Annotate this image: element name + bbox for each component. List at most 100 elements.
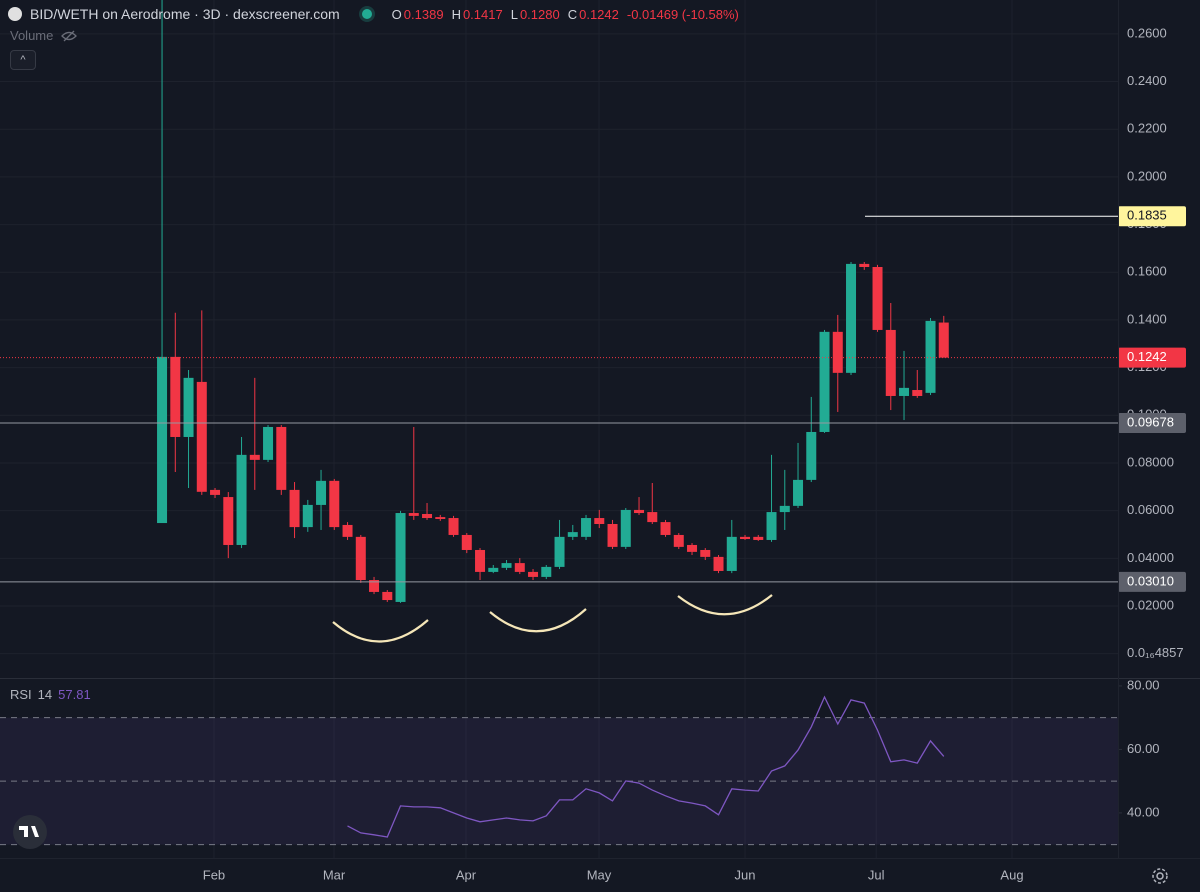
x-tick-label: May bbox=[587, 867, 612, 882]
candle-body bbox=[912, 390, 923, 396]
axes: Feb Mar Apr May Jun Jul Aug 0.0₁₆4857 0.02000 0.0… bbox=[0, 25, 1186, 882]
candle-body bbox=[316, 480, 327, 505]
price-tag bbox=[1118, 347, 1186, 368]
status-dot bbox=[361, 9, 372, 19]
ohlc-key: H bbox=[451, 6, 461, 22]
candle-body bbox=[832, 331, 843, 373]
candle-body bbox=[925, 320, 936, 393]
candle-body bbox=[581, 518, 592, 537]
price-tag-label: 0.1835 bbox=[1127, 208, 1167, 223]
candle-body bbox=[806, 431, 817, 480]
candle-body bbox=[541, 566, 552, 577]
candle-body bbox=[660, 522, 671, 535]
candle-body bbox=[554, 536, 565, 567]
x-tick-label: Jun bbox=[735, 867, 756, 882]
price-tag-label: 0.1242 bbox=[1127, 349, 1167, 364]
candle-body bbox=[223, 497, 234, 545]
rsi-pane bbox=[347, 695, 945, 838]
y-tick-label: 0.2600 bbox=[1127, 25, 1167, 40]
candle-body bbox=[276, 426, 287, 490]
candle-body bbox=[819, 331, 830, 432]
hide-icon[interactable] bbox=[61, 30, 78, 42]
candle-body bbox=[753, 536, 764, 540]
y-tick-label: 0.1400 bbox=[1127, 311, 1167, 326]
price-tag bbox=[1118, 571, 1186, 592]
candle-body bbox=[289, 489, 300, 528]
candle-body bbox=[196, 381, 207, 492]
x-tick-label: Mar bbox=[323, 867, 346, 882]
ohlc-value: 0.1389 bbox=[403, 6, 444, 22]
ohlc-value: 0.1417 bbox=[462, 6, 503, 22]
x-tick-label: Aug bbox=[1000, 867, 1023, 882]
candle-body bbox=[342, 524, 353, 537]
rsi-title: RSI bbox=[10, 687, 32, 702]
rounded-bottom bbox=[332, 619, 429, 643]
ohlc-key: C bbox=[567, 6, 578, 22]
candle-body bbox=[859, 263, 870, 268]
candle-body bbox=[793, 479, 804, 506]
y-tick-label: 0.2000 bbox=[1127, 168, 1167, 183]
ohlc-key: O bbox=[391, 6, 402, 22]
rsi-zone bbox=[0, 717, 1118, 846]
x-tick-label: Apr bbox=[456, 867, 477, 882]
candle-body bbox=[885, 329, 896, 396]
price-tag bbox=[1118, 412, 1186, 433]
candle-body bbox=[514, 563, 525, 572]
rsi-line bbox=[347, 695, 945, 838]
candle-body bbox=[846, 263, 857, 373]
token-logo bbox=[8, 7, 22, 21]
x-tick-label: Jul bbox=[868, 867, 885, 882]
x-tick-label: Feb bbox=[203, 867, 225, 882]
y-tick-label: 0.02000 bbox=[1127, 597, 1174, 612]
candle-body bbox=[461, 534, 472, 550]
candle-body bbox=[594, 518, 605, 524]
candle-body bbox=[210, 489, 221, 495]
rsi-legend: RSI 14 57.81 bbox=[10, 687, 91, 702]
y-tick-label: 0.0₁₆4857 bbox=[1127, 645, 1184, 660]
candle-body bbox=[395, 513, 406, 602]
candle-body bbox=[263, 426, 274, 460]
annotations bbox=[332, 594, 773, 643]
rsi-zone bbox=[0, 717, 1118, 845]
settings-button[interactable] bbox=[1152, 868, 1168, 884]
candle-body bbox=[634, 509, 645, 514]
change: -0.01469 (-10.58%) bbox=[626, 6, 739, 22]
candle-body bbox=[766, 512, 777, 540]
candle-body bbox=[567, 532, 578, 537]
price-tag bbox=[1118, 206, 1186, 227]
candle-body bbox=[647, 512, 658, 523]
candle-body bbox=[183, 377, 194, 437]
candle-body bbox=[687, 544, 698, 552]
price-tag-label: 0.09678 bbox=[1127, 414, 1174, 429]
candle-body bbox=[369, 580, 380, 592]
price-tag-label: 0.03010 bbox=[1127, 573, 1174, 588]
y-tick-label: 0.06000 bbox=[1127, 502, 1174, 517]
candle-body bbox=[302, 504, 313, 528]
candle-body bbox=[726, 536, 737, 571]
candle-body bbox=[408, 513, 419, 516]
candle-body bbox=[448, 518, 459, 535]
y-tick-label: 0.2400 bbox=[1127, 73, 1167, 88]
candle-body bbox=[157, 356, 168, 524]
y-tick-label: 80.00 bbox=[1127, 677, 1160, 692]
collapse-button[interactable]: ^ bbox=[10, 50, 36, 70]
candle-body bbox=[673, 534, 684, 547]
header: BID/WETH on Aerodrome · 3D · dexscreener… bbox=[8, 4, 741, 24]
candle-body bbox=[713, 556, 724, 571]
y-tick-label: 40.00 bbox=[1127, 804, 1160, 819]
candle-body bbox=[528, 571, 539, 577]
ohlc-value: 0.1280 bbox=[519, 6, 560, 22]
candle-body bbox=[422, 513, 433, 519]
candle-body bbox=[779, 505, 790, 513]
candle-body bbox=[329, 480, 340, 528]
candle-body bbox=[435, 517, 446, 519]
tradingview-logo[interactable] bbox=[13, 815, 47, 849]
y-tick-label: 0.08000 bbox=[1127, 454, 1174, 469]
candle-body bbox=[355, 536, 366, 581]
ohlc-key: L bbox=[510, 6, 518, 22]
ohlc-value: 0.1242 bbox=[579, 6, 619, 22]
candle-body bbox=[170, 356, 181, 437]
symbol-title: BID/WETH on Aerodrome · 3D · dexscreener… bbox=[30, 6, 340, 22]
price-pane bbox=[157, 0, 949, 603]
